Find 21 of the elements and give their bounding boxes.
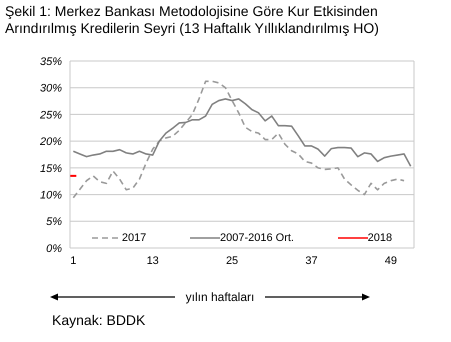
y-tick-label: 35% (40, 56, 62, 68)
legend-label: 2018 (368, 232, 392, 244)
x-tick-label: 37 (305, 254, 318, 267)
line-series (72, 80, 405, 199)
chart-title: Şekil 1: Merkez Bankası Metodolojisine Göre Kur Etkisinden Arındırılmış Kredilerin Seyri (13 Haftalık Yıllıklandırılmış HO) (5, 3, 380, 37)
y-tick-label: 25% (38, 109, 62, 122)
legend-label: 2017 (122, 232, 146, 244)
legend-label: 2007-2016 Ort. (220, 232, 294, 244)
y-tick-label: 20% (38, 136, 62, 148)
y-tick-label: 5% (46, 216, 62, 228)
y-tick-label: 15% (40, 162, 62, 175)
x-tick-label: 49 (384, 254, 397, 267)
x-axis-title: yılın haftaları (178, 290, 262, 304)
y-tick-label: 0% (46, 242, 62, 255)
text: Kaynak: BDDK (52, 312, 146, 328)
x-tick-label: 1 (70, 254, 76, 267)
y-tick-label: 10% (40, 189, 62, 202)
y-tick-label: 30% (40, 82, 62, 95)
x-tick-label: 25 (226, 254, 238, 267)
x-tick-label: 13 (146, 254, 159, 267)
line-series (72, 98, 412, 168)
